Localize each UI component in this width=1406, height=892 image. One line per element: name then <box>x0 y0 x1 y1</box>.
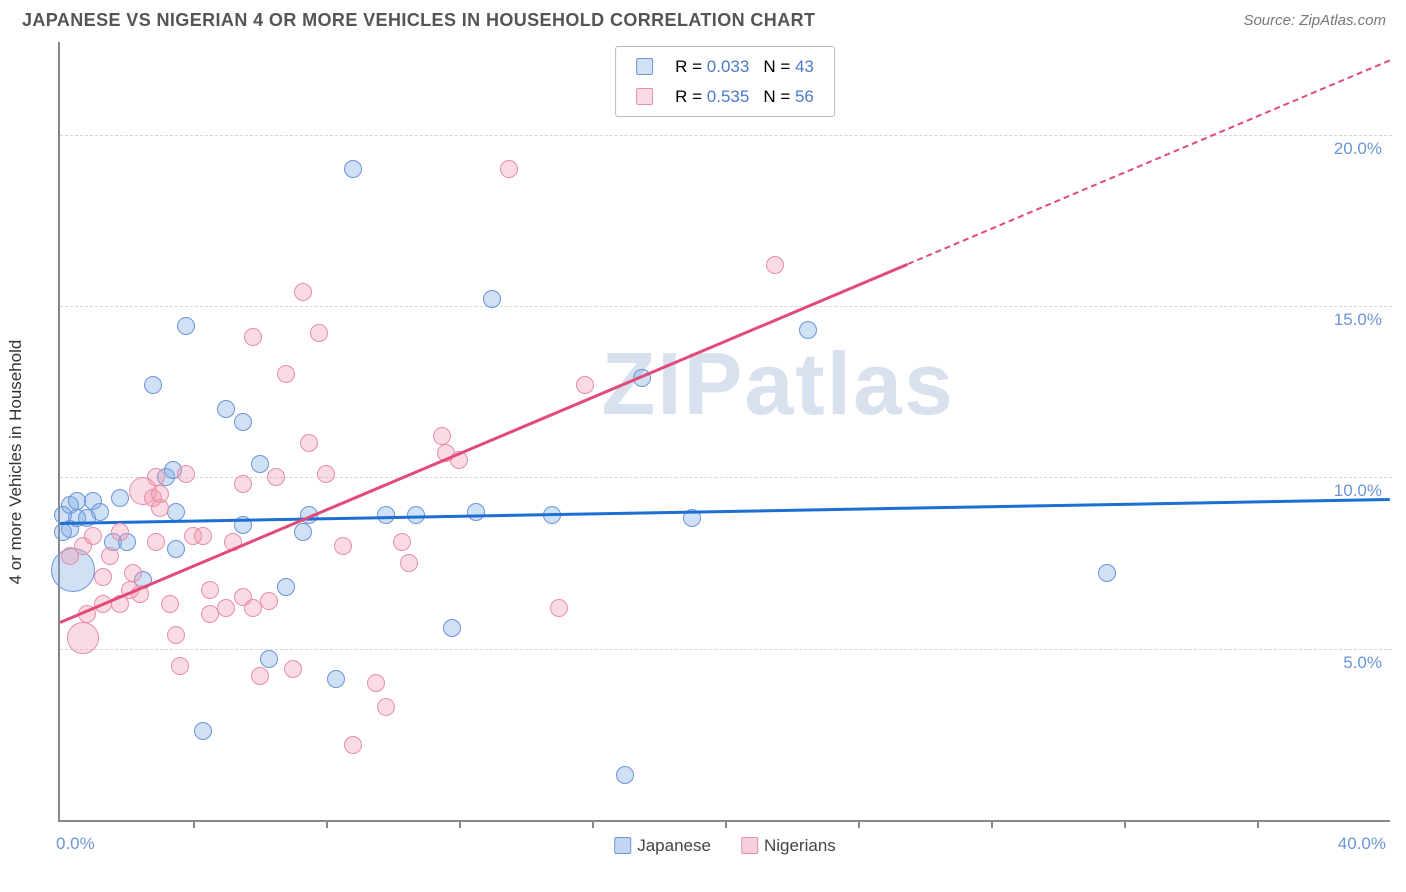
data-point <box>147 533 165 551</box>
x-tick <box>991 820 993 828</box>
x-tick <box>592 820 594 828</box>
y-tick-label: 15.0% <box>1334 310 1382 330</box>
data-point <box>284 660 302 678</box>
legend-item: Nigerians <box>741 836 836 856</box>
data-point <box>393 533 411 551</box>
data-point <box>111 489 129 507</box>
data-point <box>344 160 362 178</box>
data-point <box>234 475 252 493</box>
data-point <box>194 722 212 740</box>
x-tick <box>858 820 860 828</box>
y-tick-label: 5.0% <box>1343 653 1382 673</box>
y-tick-label: 20.0% <box>1334 139 1382 159</box>
data-point <box>260 650 278 668</box>
data-point <box>344 736 362 754</box>
x-tick <box>326 820 328 828</box>
data-point <box>167 626 185 644</box>
data-point <box>317 465 335 483</box>
data-point <box>251 667 269 685</box>
data-point <box>294 523 312 541</box>
data-point <box>550 599 568 617</box>
y-axis-label: 4 or more Vehicles in Household <box>6 340 26 585</box>
data-point <box>167 503 185 521</box>
data-point <box>267 468 285 486</box>
data-point <box>177 317 195 335</box>
data-point <box>799 321 817 339</box>
data-point <box>377 698 395 716</box>
data-point <box>1098 564 1116 582</box>
data-point <box>367 674 385 692</box>
data-point <box>327 670 345 688</box>
gridline <box>60 306 1392 307</box>
data-point <box>443 619 461 637</box>
x-tick <box>1257 820 1259 828</box>
data-point <box>167 540 185 558</box>
regression-line <box>907 59 1390 265</box>
x-tick <box>459 820 461 828</box>
x-tick <box>193 820 195 828</box>
data-point <box>124 564 142 582</box>
data-point <box>177 465 195 483</box>
data-point <box>234 413 252 431</box>
data-point <box>217 400 235 418</box>
data-point <box>483 290 501 308</box>
gridline <box>60 135 1392 136</box>
data-point <box>467 503 485 521</box>
data-point <box>201 605 219 623</box>
data-point <box>91 503 109 521</box>
data-point <box>194 527 212 545</box>
gridline <box>60 649 1392 650</box>
stats-row: R = 0.033N = 43 <box>630 53 820 81</box>
x-axis-min-label: 0.0% <box>56 834 95 854</box>
data-point <box>300 434 318 452</box>
data-point <box>147 468 165 486</box>
chart-container: 4 or more Vehicles in Household ZIPatlas… <box>22 42 1390 882</box>
data-point <box>616 766 634 784</box>
chart-title: JAPANESE VS NIGERIAN 4 OR MORE VEHICLES … <box>22 10 815 31</box>
data-point <box>111 523 129 541</box>
data-point <box>101 547 119 565</box>
data-point <box>84 527 102 545</box>
data-point <box>576 376 594 394</box>
correlation-stats-box: R = 0.033N = 43R = 0.535N = 56 <box>615 46 835 117</box>
data-point <box>400 554 418 572</box>
data-point <box>277 578 295 596</box>
regression-line <box>60 498 1390 524</box>
data-point <box>277 365 295 383</box>
data-point <box>500 160 518 178</box>
data-point <box>68 492 86 510</box>
data-point <box>433 427 451 445</box>
watermark: ZIPatlas <box>601 333 954 435</box>
x-tick <box>725 820 727 828</box>
data-point <box>244 328 262 346</box>
series-legend: Japanese Nigerians <box>614 836 836 856</box>
data-point <box>94 568 112 586</box>
scatter-plot: ZIPatlas R = 0.033N = 43R = 0.535N = 56 … <box>58 42 1390 822</box>
data-point <box>260 592 278 610</box>
data-point <box>151 485 169 503</box>
gridline <box>60 477 1392 478</box>
data-point <box>144 376 162 394</box>
data-point <box>217 599 235 617</box>
data-point <box>251 455 269 473</box>
x-tick <box>1124 820 1126 828</box>
data-point <box>334 537 352 555</box>
data-point <box>171 657 189 675</box>
data-point <box>67 622 99 654</box>
data-point <box>294 283 312 301</box>
data-point <box>766 256 784 274</box>
data-point <box>310 324 328 342</box>
data-point <box>161 595 179 613</box>
x-axis-max-label: 40.0% <box>1338 834 1386 854</box>
legend-item: Japanese <box>614 836 711 856</box>
stats-row: R = 0.535N = 56 <box>630 83 820 111</box>
data-point <box>201 581 219 599</box>
source-attribution: Source: ZipAtlas.com <box>1243 12 1386 29</box>
data-point <box>244 599 262 617</box>
data-point <box>377 506 395 524</box>
